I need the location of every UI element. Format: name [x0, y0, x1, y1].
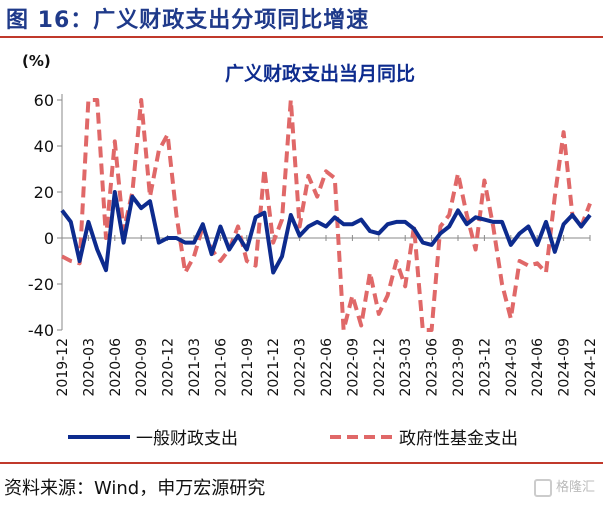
x-tick-label: 2021-12 — [266, 338, 282, 397]
y-tick-label: 0 — [44, 229, 54, 248]
x-tick-label: 2019-12 — [55, 338, 71, 397]
series-layer — [60, 98, 592, 332]
legend-label-general-budget: 一般财政支出 — [136, 429, 238, 449]
watermark: 格隆汇 — [533, 476, 595, 497]
x-tick-label: 2023-12 — [477, 338, 493, 397]
x-tick-label: 2022-12 — [372, 338, 388, 397]
y-tick-label: 60 — [34, 91, 54, 110]
source-note: 资料来源：Wind，申万宏源研究 — [4, 478, 266, 499]
y-tick-label: -40 — [28, 321, 54, 340]
x-tick-label: 2020-12 — [161, 338, 177, 397]
y-tick-label: 40 — [34, 137, 54, 156]
title-divider — [0, 36, 603, 38]
x-tick-label: 2023-06 — [425, 338, 441, 397]
x-tick-label: 2021-09 — [240, 338, 256, 397]
x-tick-label: 2024-09 — [557, 338, 573, 397]
x-tick-label: 2022-06 — [319, 338, 335, 397]
x-tick-label: 2022-03 — [293, 338, 309, 397]
legend-label-gov-fund: 政府性基金支出 — [399, 429, 518, 449]
y-tick-label: 20 — [34, 183, 54, 202]
chart-title: 广义财政支出当月同比 — [225, 62, 415, 85]
x-tick-label: 2021-03 — [187, 338, 203, 397]
line-chart: 广义财政支出当月同比 (%) -40 -20 0 20 40 60 2019-12 2020-… — [22, 52, 599, 449]
x-tick-label: 2023-09 — [451, 338, 467, 397]
x-tick-label: 2020-03 — [81, 338, 97, 397]
watermark-text: 格隆汇 — [555, 480, 595, 495]
series-line-general-budget — [60, 190, 592, 275]
figure-header: 图 16：广义财政支出分项同比增速 — [0, 0, 603, 38]
x-tick-label: 2021-06 — [213, 338, 229, 397]
axes-layer: -40 -20 0 20 40 60 2019-12 2020-03 2020-06 2020-0… — [28, 91, 599, 397]
legend: 一般财政支出 政府性基金支出 — [68, 429, 518, 449]
x-tick-label: 2024-03 — [504, 338, 520, 397]
figure-footer: 资料来源：Wind，申万宏源研究 格隆汇 — [0, 462, 603, 505]
x-tick-label: 2023-03 — [398, 338, 414, 397]
y-tick-label: -20 — [28, 275, 54, 294]
x-tick-label: 2020-06 — [108, 338, 124, 397]
x-tick-label: 2024-06 — [530, 338, 546, 397]
x-tick-label: 2024-12 — [583, 338, 599, 397]
chart-container: 广义财政支出当月同比 (%) -40 -20 0 20 40 60 2019-12 2020-… — [0, 40, 603, 460]
series-line-gov-fund — [61, 98, 592, 332]
figure-title: 图 16：广义财政支出分项同比增速 — [6, 8, 370, 33]
x-tick-label: 2022-09 — [345, 338, 361, 397]
y-axis-unit: (%) — [22, 52, 51, 70]
x-tick-label: 2020-09 — [134, 338, 150, 397]
watermark-logo-icon — [533, 478, 552, 497]
